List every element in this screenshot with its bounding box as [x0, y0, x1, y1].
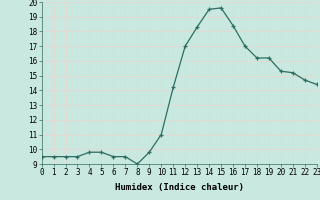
X-axis label: Humidex (Indice chaleur): Humidex (Indice chaleur) [115, 183, 244, 192]
